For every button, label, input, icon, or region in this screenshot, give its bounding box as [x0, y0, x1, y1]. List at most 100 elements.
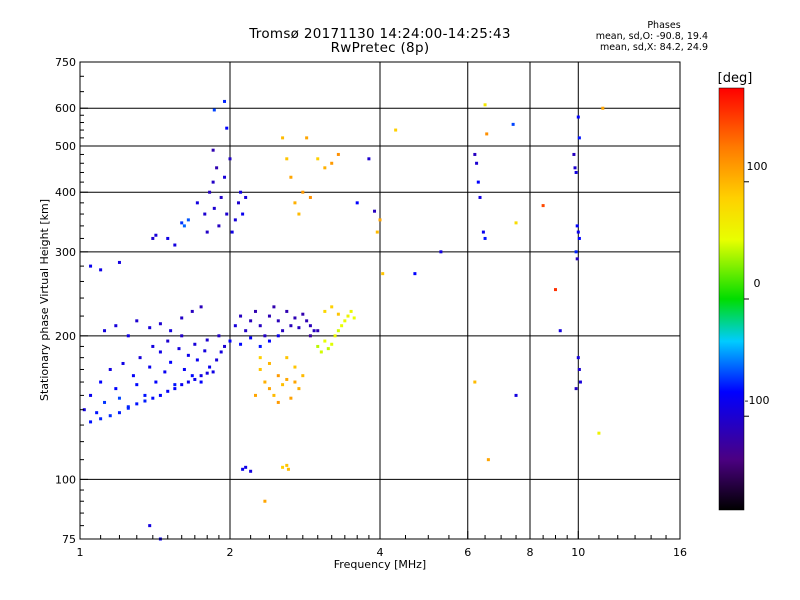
- data-point: [352, 316, 356, 320]
- data-point: [195, 201, 199, 205]
- data-point: [180, 383, 184, 387]
- data-point: [151, 236, 155, 240]
- data-point: [574, 387, 578, 391]
- data-point: [253, 393, 257, 397]
- data-point: [205, 371, 209, 375]
- data-point: [233, 324, 237, 328]
- data-point: [281, 329, 285, 333]
- x-axis-label: Frequency [MHz]: [334, 558, 426, 571]
- x-tick-label: 1: [77, 546, 84, 559]
- data-point: [190, 374, 194, 378]
- data-point: [135, 402, 139, 406]
- data-point: [182, 367, 186, 371]
- data-point: [336, 152, 340, 156]
- data-point: [373, 209, 377, 213]
- data-point: [173, 387, 177, 391]
- data-point: [336, 312, 340, 316]
- y-tick-label: 100: [55, 473, 76, 486]
- data-point: [375, 230, 379, 234]
- data-point: [108, 414, 112, 418]
- data-point: [267, 361, 271, 365]
- data-point: [121, 361, 125, 365]
- data-point: [381, 272, 385, 276]
- data-point: [180, 316, 184, 320]
- data-point: [143, 399, 147, 403]
- data-point: [199, 380, 203, 384]
- data-point: [293, 201, 297, 205]
- data-point: [553, 288, 557, 292]
- data-point: [108, 367, 112, 371]
- data-point: [330, 305, 334, 309]
- data-point: [343, 319, 347, 323]
- data-point: [323, 339, 327, 343]
- data-point: [272, 393, 276, 397]
- data-point: [249, 319, 253, 323]
- y-tick-label: 75: [62, 533, 76, 546]
- phases-x-line: mean, sd,X: 84.2, 24.9: [599, 42, 708, 53]
- data-point: [276, 400, 280, 404]
- y-tick-label: 300: [55, 246, 76, 259]
- data-point: [258, 344, 262, 348]
- data-point: [244, 465, 248, 469]
- data-point: [476, 180, 480, 184]
- data-point: [263, 380, 267, 384]
- data-point: [285, 377, 289, 381]
- x-tick-label: 8: [527, 546, 534, 559]
- data-point: [208, 365, 212, 369]
- data-point: [258, 367, 262, 371]
- data-point: [333, 334, 337, 338]
- data-point: [89, 420, 93, 424]
- data-point: [289, 324, 293, 328]
- data-point: [239, 190, 243, 194]
- data-point: [166, 389, 170, 393]
- y-axis-label: Stationary phase Virtual Height [km]: [38, 199, 51, 401]
- data-point: [394, 128, 398, 132]
- colorbar-tick-label: 0: [754, 277, 761, 290]
- data-point: [203, 212, 207, 216]
- data-point: [103, 329, 107, 333]
- data-point: [148, 524, 152, 528]
- data-point: [576, 115, 580, 119]
- data-point: [323, 309, 327, 313]
- data-point: [576, 230, 580, 234]
- x-tick-label: 10: [571, 546, 585, 559]
- data-point: [211, 180, 215, 184]
- x-tick-label: 6: [464, 546, 471, 559]
- x-tick-label: 2: [227, 546, 234, 559]
- data-point: [340, 324, 344, 328]
- data-point: [233, 218, 237, 222]
- data-point: [186, 353, 190, 357]
- data-point: [148, 365, 152, 369]
- axis-ticks: 1 2 4 6 8 10 16 75 100 200 300 400 500 600 750: [55, 56, 687, 559]
- data-point: [263, 499, 267, 503]
- data-point: [212, 108, 216, 112]
- data-point: [148, 326, 152, 330]
- data-point: [182, 224, 186, 228]
- phases-summary: Phases mean, sd,O: -90.8, 19.4 mean, sd,…: [590, 20, 708, 53]
- data-point: [249, 336, 253, 340]
- colorbar-ticks: 100 0 -100: [744, 160, 769, 417]
- x-tick-label: 4: [377, 546, 384, 559]
- data-point: [297, 326, 301, 330]
- data-point: [223, 99, 227, 103]
- data-point: [89, 393, 93, 397]
- data-point: [276, 319, 280, 323]
- data-point: [558, 329, 562, 333]
- data-point: [103, 400, 107, 404]
- data-point: [285, 356, 289, 360]
- data-point: [367, 157, 371, 161]
- data-point: [481, 230, 485, 234]
- data-point: [285, 309, 289, 313]
- data-point: [225, 126, 229, 130]
- y-tick-label: 400: [55, 186, 76, 199]
- data-point: [205, 338, 209, 342]
- colorbar-tick-label: 100: [747, 160, 768, 173]
- data-point: [575, 224, 579, 228]
- colorbar: [718, 87, 745, 511]
- data-point: [228, 157, 232, 161]
- data-point: [330, 342, 334, 346]
- data-point: [263, 334, 267, 338]
- data-point: [177, 347, 181, 351]
- data-point: [99, 268, 103, 272]
- data-point: [212, 206, 216, 210]
